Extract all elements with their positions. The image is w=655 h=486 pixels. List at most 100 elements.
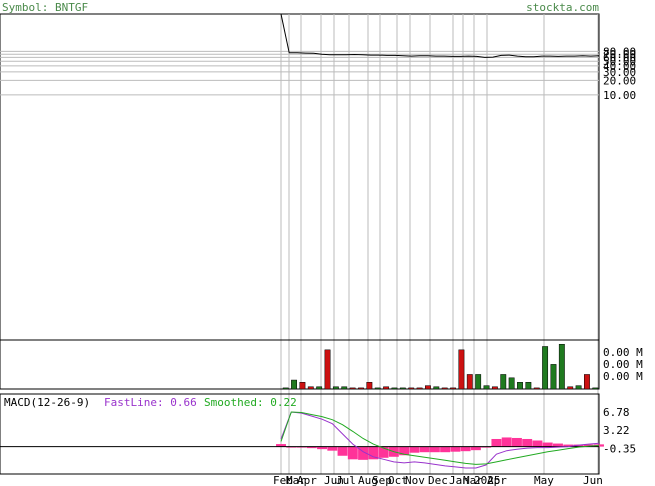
- volume-tick-label: 0.00 M: [603, 358, 643, 371]
- price-tick-label: 50.00: [603, 55, 636, 68]
- price-tick-label: 70.00: [603, 48, 636, 61]
- volume-bar: [349, 387, 356, 390]
- volume-bar: [517, 382, 523, 390]
- volume-bar: [433, 386, 440, 390]
- macd-histogram-bar: [511, 437, 522, 447]
- x-tick-label: Apr: [487, 474, 507, 486]
- volume-bar: [525, 382, 532, 390]
- macd-histogram-bar: [368, 446, 379, 460]
- macd-histogram-bar: [327, 446, 338, 451]
- x-tick-label: Aug: [358, 474, 378, 486]
- symbol-label: Symbol: BNTGF: [2, 1, 88, 14]
- volume-bar: [466, 374, 473, 390]
- macd-frame: [0, 393, 600, 475]
- volume-bar: [282, 387, 289, 390]
- volume-bar: [408, 387, 415, 390]
- x-tick-label: Dec: [428, 474, 448, 486]
- volume-bar: [341, 386, 348, 390]
- macd-smooth-label: Smoothed: 0.22: [204, 396, 297, 409]
- x-tick-label: Nov: [405, 474, 425, 486]
- macd-histogram-bar: [583, 444, 594, 447]
- macd-histogram-bar: [470, 446, 481, 451]
- macd-histogram-bar: [481, 446, 492, 448]
- macd-histogram-bar: [409, 446, 420, 453]
- macd-histogram-bar: [276, 444, 286, 447]
- volume-bar: [316, 386, 323, 390]
- x-tick-label: Jun: [324, 474, 344, 486]
- macd-histogram-bar: [378, 446, 389, 458]
- volume-bar: [575, 385, 582, 390]
- volume-bar: [558, 343, 565, 390]
- price-tick-label: 20.00: [603, 74, 636, 87]
- macd-histogram-bar: [460, 446, 471, 452]
- x-tick-label: Apr: [297, 474, 317, 486]
- macd-tick-label: -0.35: [603, 442, 636, 455]
- macd-tick-label: 6.78: [603, 406, 630, 419]
- volume-bar: [291, 379, 297, 390]
- x-tick-label: 2025: [474, 474, 501, 486]
- volume-bar: [391, 387, 398, 390]
- volume-bar: [483, 385, 490, 390]
- macd-histogram-bar: [522, 438, 533, 447]
- volume-bar: [584, 374, 590, 390]
- macd-histogram-bar: [450, 446, 461, 452]
- macd-histogram-bar: [306, 446, 317, 449]
- volume-panel: 0.00 M0.00 M0.00 M: [0, 339, 643, 390]
- macd-fast-label: FastLine: 0.66: [104, 396, 197, 409]
- macd-histogram-bar: [532, 440, 543, 447]
- x-tick-label: May: [534, 474, 554, 486]
- volume-bar: [508, 377, 515, 390]
- macd-histogram-bar: [317, 446, 328, 450]
- volume-bar: [366, 382, 373, 390]
- x-tick-label: Jan: [449, 474, 469, 486]
- volume-bar: [542, 346, 549, 390]
- macd-histogram-bar: [429, 446, 440, 453]
- macd-histogram-bar: [491, 438, 502, 447]
- volume-bar: [425, 385, 431, 390]
- volume-bar: [383, 386, 390, 390]
- volume-bar: [458, 349, 465, 390]
- volume-bar: [358, 387, 364, 390]
- macd-fast-line: [280, 411, 600, 469]
- macd-histogram-bar: [501, 437, 512, 447]
- volume-bar: [441, 387, 448, 390]
- macd-smoothed-line: [280, 411, 600, 465]
- macd-histogram-bar: [399, 446, 410, 456]
- volume-tick-label: 0.00 M: [603, 370, 643, 383]
- x-tick-label: Jul: [336, 474, 356, 486]
- macd-histogram-bar: [542, 442, 553, 447]
- x-tick-label: Mar: [286, 474, 306, 486]
- volume-bar: [399, 387, 406, 390]
- macd-histogram-bar: [440, 446, 451, 453]
- volume-bar: [491, 386, 498, 390]
- volume-tick-label: 0.00 M: [603, 346, 643, 359]
- volume-bar: [550, 364, 557, 390]
- macd-histogram-bar: [347, 446, 358, 460]
- volume-bar: [567, 386, 574, 390]
- volume-bar: [475, 374, 482, 390]
- x-tick-label: Sep: [372, 474, 392, 486]
- price-tick-label: 10.00: [603, 89, 636, 102]
- price-frame: [0, 13, 600, 341]
- x-tick-label: Mar: [463, 474, 483, 486]
- volume-bar: [533, 387, 540, 390]
- macd-histogram-bar: [337, 446, 348, 456]
- site-label: stockta.com: [526, 1, 599, 14]
- macd-histogram-bar: [358, 446, 369, 460]
- x-tick-label: Feb: [273, 474, 293, 486]
- macd-histogram-bar: [552, 443, 563, 447]
- volume-bar: [374, 387, 381, 390]
- volume-bar: [592, 387, 599, 390]
- volume-bar: [500, 374, 507, 390]
- x-tick-label: Jun: [583, 474, 603, 486]
- volume-bar: [307, 386, 314, 390]
- volume-bar: [299, 382, 306, 390]
- price-tick-label: 40.00: [603, 60, 636, 73]
- x-tick-label: Oct: [388, 474, 408, 486]
- volume-bar: [324, 349, 331, 390]
- volume-bar: [450, 387, 456, 390]
- macd-histogram-bar: [563, 444, 574, 447]
